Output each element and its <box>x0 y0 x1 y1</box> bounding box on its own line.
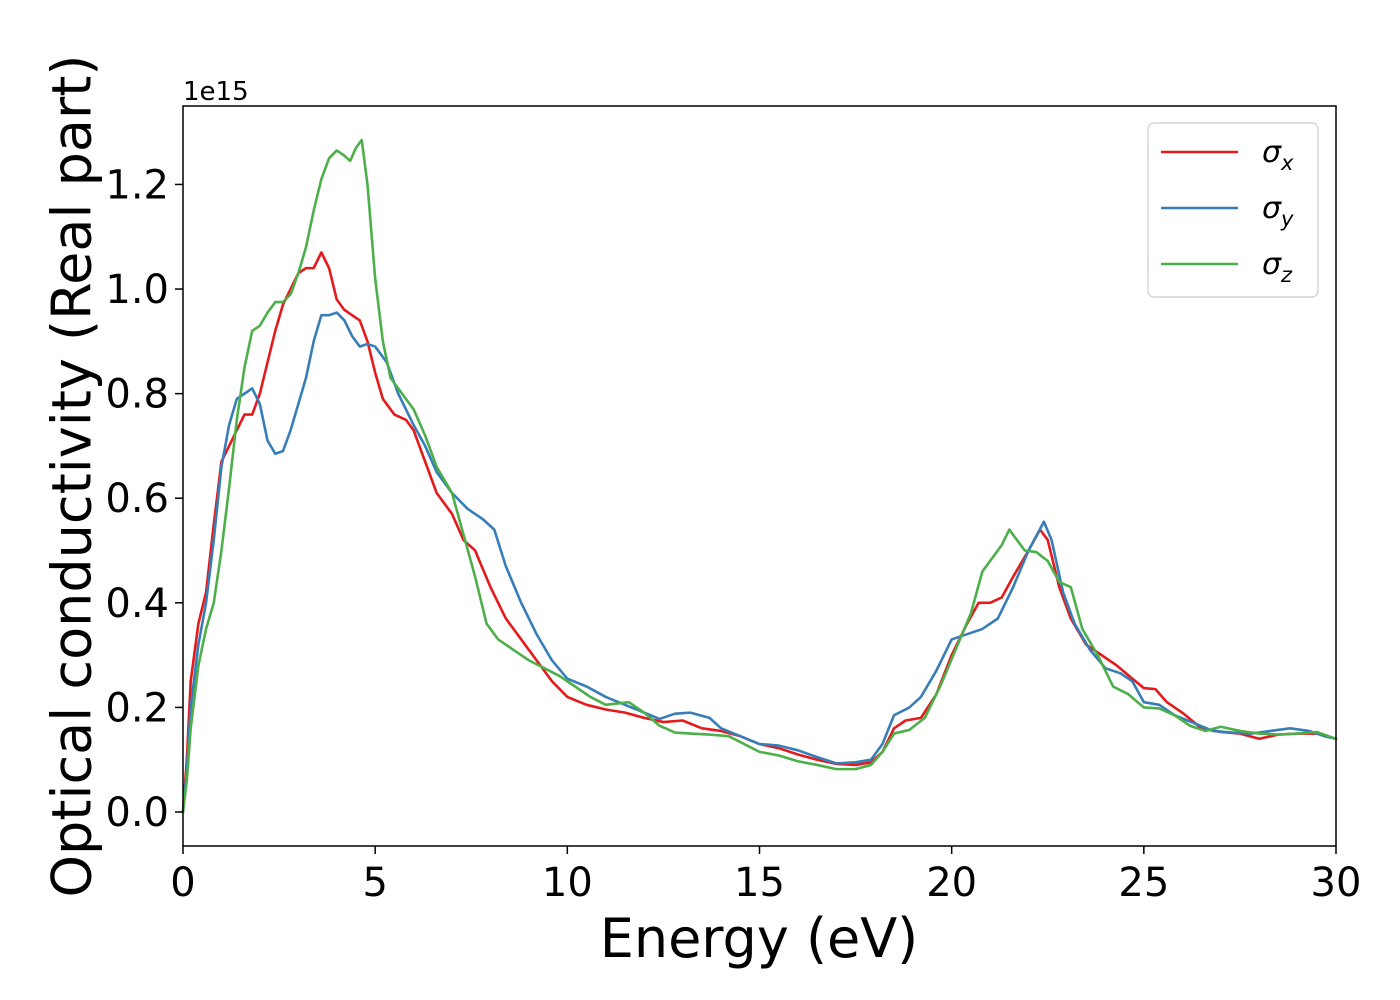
y-tick-label: 0.4 <box>105 581 169 627</box>
x-tick-label: 20 <box>926 860 977 906</box>
x-tick-label: 10 <box>542 860 593 906</box>
legend-subscript: y <box>1280 207 1294 231</box>
y-tick-label: 0.8 <box>105 372 169 418</box>
y-tick-label: 0.0 <box>105 790 169 836</box>
x-tick-label: 30 <box>1311 860 1362 906</box>
series-line-z <box>181 138 1338 814</box>
y-axis-offset-label: 1e15 <box>183 77 249 107</box>
y-axis: 0.0 0.2 0.4 0.6 0.8 1.0 1.2 <box>105 162 183 836</box>
x-tick-label: 15 <box>734 860 785 906</box>
x-tick-label: 25 <box>1118 860 1169 906</box>
x-tick-label: 0 <box>170 860 195 906</box>
y-tick-label: 0.2 <box>105 685 169 731</box>
y-axis-label: Optical conductivity (Real part) <box>41 55 104 898</box>
legend-subscript: z <box>1280 263 1293 287</box>
x-tick-label: 5 <box>362 860 387 906</box>
y-tick-label: 0.6 <box>105 476 169 522</box>
x-axis-label: Energy (eV) <box>600 907 919 970</box>
x-axis: 0 5 10 15 20 25 30 <box>170 846 1361 906</box>
series-layer <box>181 138 1338 814</box>
legend-frame <box>1147 122 1319 298</box>
y-tick-label: 1.0 <box>105 267 169 313</box>
y-tick-label: 1.2 <box>105 162 169 208</box>
legend-subscript: x <box>1280 151 1294 175</box>
